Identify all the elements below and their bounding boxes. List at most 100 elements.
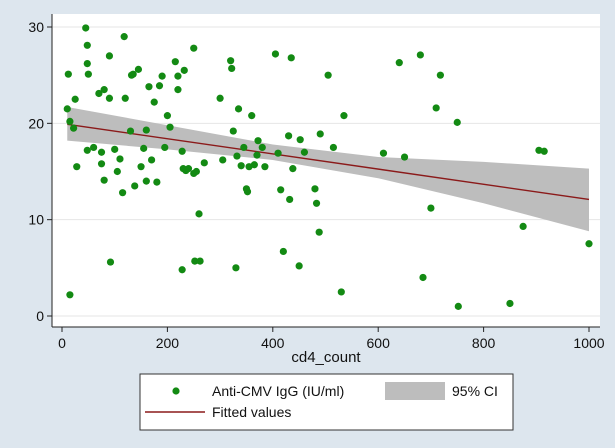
scatter-points <box>63 24 593 310</box>
data-point-69 <box>237 162 245 170</box>
data-point-78 <box>258 143 266 152</box>
data-point-99 <box>379 149 388 157</box>
data-point-60 <box>200 159 208 167</box>
data-point-106 <box>436 71 444 79</box>
data-point-87 <box>289 165 297 173</box>
fit-line-layer <box>67 123 590 201</box>
data-point-30 <box>131 182 139 190</box>
data-point-107 <box>453 118 461 126</box>
x-tick-label-5: 1000 <box>573 335 604 351</box>
data-point-8 <box>83 41 91 49</box>
data-point-18 <box>105 52 114 60</box>
x-tick-label-3: 600 <box>367 335 391 351</box>
data-point-83 <box>279 247 287 256</box>
x-tick-label-1: 200 <box>156 335 180 351</box>
data-point-27 <box>126 127 135 135</box>
data-point-6 <box>73 163 81 171</box>
data-point-22 <box>113 167 121 176</box>
data-point-95 <box>324 71 332 79</box>
y-tick-label-1: 10 <box>28 212 44 228</box>
data-point-45 <box>171 58 179 66</box>
data-point-64 <box>228 64 236 73</box>
data-point-44 <box>166 123 174 131</box>
legend-ci-swatch <box>385 382 445 400</box>
data-point-97 <box>337 288 345 296</box>
data-point-90 <box>300 148 309 156</box>
data-point-82 <box>277 186 285 194</box>
data-point-41 <box>158 72 166 80</box>
data-point-91 <box>311 185 319 193</box>
data-point-66 <box>232 264 240 272</box>
data-point-16 <box>100 86 108 94</box>
y-tick-label-3: 30 <box>28 19 44 35</box>
legend: Anti-CMV IgG (IU/ml) 95% CI Fitted value… <box>139 373 514 431</box>
data-point-32 <box>137 163 145 171</box>
data-point-34 <box>142 177 150 185</box>
data-point-5 <box>71 95 79 103</box>
data-point-96 <box>329 143 338 152</box>
data-point-61 <box>216 94 224 102</box>
data-point-85 <box>286 195 294 204</box>
data-point-112 <box>540 147 548 155</box>
x-axis-title: cd4_count <box>291 349 361 366</box>
ci-band-layer <box>67 106 589 232</box>
legend-label-ci: 95% CI <box>452 383 498 399</box>
data-point-1 <box>63 105 71 113</box>
data-point-101 <box>400 153 409 161</box>
data-point-37 <box>147 156 156 164</box>
data-point-9 <box>83 60 91 68</box>
grid-lines <box>52 26 600 317</box>
data-point-68 <box>234 105 243 113</box>
data-point-47 <box>174 86 182 94</box>
data-point-3 <box>66 117 74 126</box>
data-point-0 <box>64 70 72 78</box>
data-point-53 <box>184 165 193 173</box>
data-point-54 <box>190 44 198 52</box>
data-point-40 <box>155 82 164 90</box>
data-point-14 <box>97 148 106 156</box>
data-point-33 <box>140 144 148 152</box>
legend-point-marker <box>172 387 180 395</box>
fitted-line <box>67 123 590 201</box>
data-point-77 <box>254 137 262 145</box>
legend-label-igg: Anti-CMV IgG (IU/ml) <box>212 383 344 399</box>
data-point-39 <box>153 178 161 186</box>
data-point-42 <box>161 143 169 152</box>
data-point-89 <box>296 136 304 144</box>
data-point-75 <box>250 161 258 169</box>
data-point-104 <box>427 204 435 212</box>
data-point-46 <box>174 72 182 80</box>
y-tick-label-0: 0 <box>36 308 44 324</box>
data-point-7 <box>82 24 90 32</box>
data-point-79 <box>261 163 269 171</box>
data-point-43 <box>163 112 171 120</box>
y-tick-label-2: 20 <box>28 115 44 131</box>
data-point-63 <box>227 57 235 65</box>
legend-box <box>139 373 514 431</box>
data-point-92 <box>312 199 321 207</box>
data-point-48 <box>178 147 186 155</box>
data-point-81 <box>274 149 282 157</box>
data-point-88 <box>295 262 303 270</box>
data-point-13 <box>95 89 103 98</box>
data-point-84 <box>285 132 293 140</box>
x-tick-label-4: 800 <box>472 335 496 351</box>
legend-label-fitted: Fitted values <box>212 404 291 420</box>
data-point-86 <box>287 54 295 62</box>
data-point-2 <box>66 291 74 299</box>
data-point-49 <box>178 266 186 274</box>
data-point-29 <box>129 70 137 78</box>
data-point-4 <box>69 124 78 132</box>
data-point-65 <box>229 127 237 135</box>
data-point-11 <box>83 146 91 154</box>
x-tick-label-2: 400 <box>261 335 285 351</box>
data-point-62 <box>219 156 227 164</box>
data-point-105 <box>432 104 440 112</box>
data-point-102 <box>416 51 424 59</box>
data-point-59 <box>196 257 204 265</box>
data-point-26 <box>121 94 129 102</box>
data-point-76 <box>253 151 261 159</box>
data-point-100 <box>395 59 403 67</box>
data-point-58 <box>195 210 203 218</box>
